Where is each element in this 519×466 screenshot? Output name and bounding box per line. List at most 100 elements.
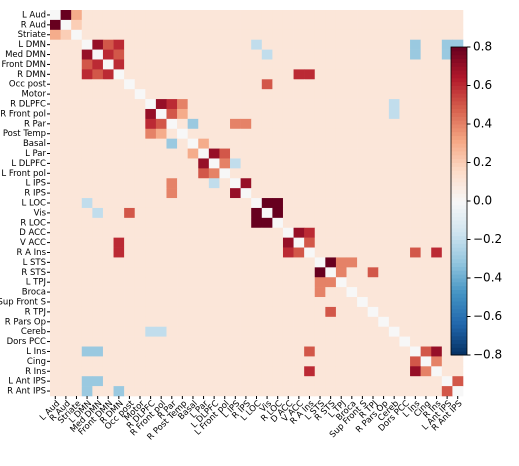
cell — [251, 178, 263, 189]
cell — [134, 376, 146, 387]
cell — [431, 138, 443, 149]
cell — [378, 178, 390, 189]
cell — [92, 306, 104, 318]
cell — [378, 10, 390, 21]
cell — [251, 326, 263, 337]
cell — [378, 386, 390, 397]
cell — [251, 168, 263, 179]
cell — [60, 386, 72, 397]
cell — [102, 79, 114, 90]
cell — [335, 306, 347, 318]
cell — [113, 99, 125, 110]
cell — [367, 178, 379, 189]
cell — [314, 128, 326, 139]
colorbar-segment — [451, 297, 467, 302]
cell — [431, 168, 443, 179]
cell — [166, 217, 178, 229]
cell — [378, 227, 390, 238]
cell — [399, 128, 411, 139]
cell — [251, 316, 263, 328]
cell — [282, 376, 294, 387]
cell — [113, 138, 125, 149]
cell — [198, 346, 210, 357]
cell — [346, 49, 358, 60]
cell — [155, 257, 167, 268]
cell — [208, 277, 220, 288]
cell — [208, 316, 220, 328]
cell — [92, 69, 104, 80]
cell — [145, 287, 157, 298]
colorbar-segment — [451, 270, 467, 275]
cell — [431, 316, 443, 328]
cell — [166, 108, 178, 120]
cell — [198, 99, 210, 110]
cell — [441, 99, 453, 110]
cell — [335, 39, 347, 50]
cell — [145, 297, 157, 308]
cell — [367, 198, 379, 209]
colorbar-segment — [451, 166, 467, 171]
cell — [410, 188, 421, 199]
cell — [357, 79, 368, 90]
cell — [71, 99, 83, 110]
cell — [187, 118, 199, 130]
cell — [357, 10, 368, 21]
cell — [357, 297, 368, 308]
cell — [124, 79, 136, 90]
cell — [399, 376, 411, 387]
cell — [314, 39, 326, 50]
cell — [60, 336, 72, 347]
cell — [346, 376, 358, 387]
cell — [177, 336, 188, 347]
cell — [272, 89, 284, 100]
cell — [388, 138, 400, 149]
cell — [325, 158, 337, 169]
cell — [240, 79, 252, 90]
cell — [240, 227, 252, 238]
cell — [102, 267, 114, 278]
cell — [325, 386, 337, 397]
cell — [420, 59, 432, 70]
cell — [208, 178, 220, 189]
colorbar-segment — [451, 281, 467, 287]
cell — [325, 178, 337, 189]
cell — [166, 356, 178, 367]
cell — [367, 148, 379, 159]
cell — [282, 306, 294, 318]
cell — [187, 79, 199, 90]
cell — [388, 49, 400, 60]
cell — [230, 257, 241, 268]
cell — [102, 19, 114, 31]
cell — [367, 356, 379, 367]
cell — [314, 316, 326, 328]
cell — [410, 366, 421, 377]
cell — [314, 237, 326, 248]
colorbar-segment — [451, 112, 467, 117]
cell — [357, 237, 368, 248]
cell — [71, 168, 83, 179]
cell — [113, 118, 125, 130]
cell — [367, 277, 379, 288]
cell — [346, 10, 358, 21]
colorbar-tick-label: 0.8 — [473, 40, 492, 54]
cell — [177, 207, 188, 219]
cell — [272, 247, 284, 258]
cell — [272, 19, 284, 31]
cell — [335, 277, 347, 288]
cell — [272, 138, 284, 149]
cell — [124, 128, 136, 139]
cell — [431, 306, 443, 318]
cell — [198, 326, 210, 337]
cell — [92, 366, 104, 377]
cell — [346, 188, 358, 199]
cell — [92, 356, 104, 367]
cell — [431, 79, 443, 90]
cell — [251, 69, 263, 80]
cell — [60, 158, 72, 169]
cell — [410, 69, 421, 80]
cell — [155, 128, 167, 139]
cell — [378, 148, 390, 159]
cell — [71, 356, 83, 367]
cell — [314, 19, 326, 31]
cell — [357, 19, 368, 31]
